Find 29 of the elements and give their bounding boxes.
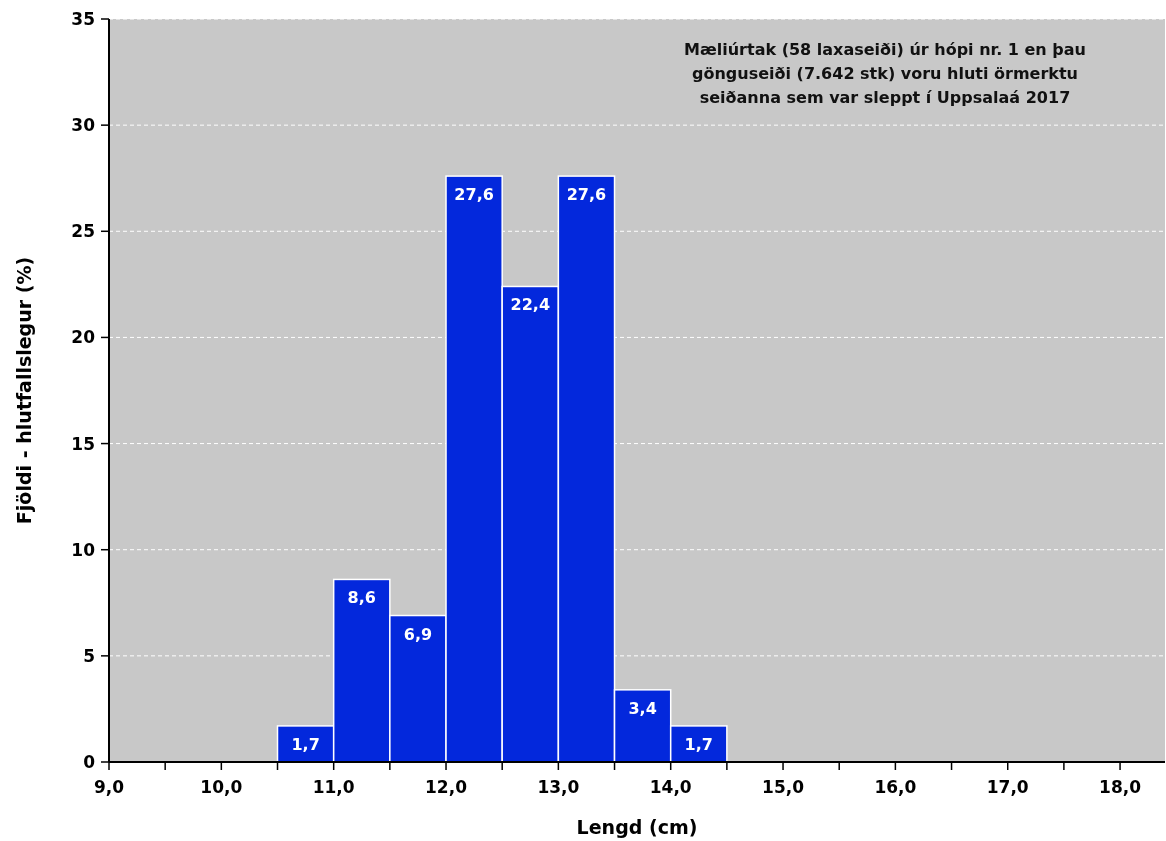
data-label: 3,4: [628, 698, 657, 718]
x-tick-label: 14,0: [649, 777, 692, 797]
x-tick-label: 10,0: [200, 777, 243, 797]
x-tick-label: 15,0: [762, 777, 805, 797]
y-tick-label: 20: [71, 327, 96, 348]
data-label: 1,7: [684, 734, 713, 754]
x-tick-label: 17,0: [986, 777, 1029, 797]
y-tick-label: 15: [71, 433, 95, 454]
x-tick-label: 18,0: [1099, 777, 1142, 797]
data-label: 6,9: [403, 624, 433, 644]
y-tick-label: 35: [71, 8, 95, 29]
data-label: 27,6: [454, 185, 494, 205]
y-tick-label: 30: [71, 115, 96, 136]
x-tick-label: 12,0: [425, 777, 468, 797]
data-label: 1,7: [291, 734, 320, 754]
y-axis-title: Fjöldi - hlutfallslegur (%): [13, 256, 35, 525]
x-tick-label: 16,0: [874, 777, 917, 797]
y-tick-label: 5: [83, 645, 95, 666]
x-tick-label: 9,0: [93, 777, 125, 797]
x-axis-title: Lengd (cm): [576, 816, 698, 838]
x-tick-label: 13,0: [537, 777, 580, 797]
x-tick-label: 11,0: [312, 777, 355, 797]
data-label: 27,6: [566, 185, 607, 205]
data-label: 8,6: [347, 588, 376, 608]
y-tick-label: 10: [71, 539, 96, 560]
annotation: Mæliúrtak (58 laxaseiði) úr hópi nr. 1 en þau gönguseiði (7.642 stk) voru hluti örmerktu seiðanna sem var sleppt í Uppsalaá 2017: [684, 40, 1086, 107]
data-label: 22,4: [510, 295, 551, 315]
y-tick-label: 25: [71, 221, 95, 242]
y-tick-label: 0: [83, 751, 96, 772]
